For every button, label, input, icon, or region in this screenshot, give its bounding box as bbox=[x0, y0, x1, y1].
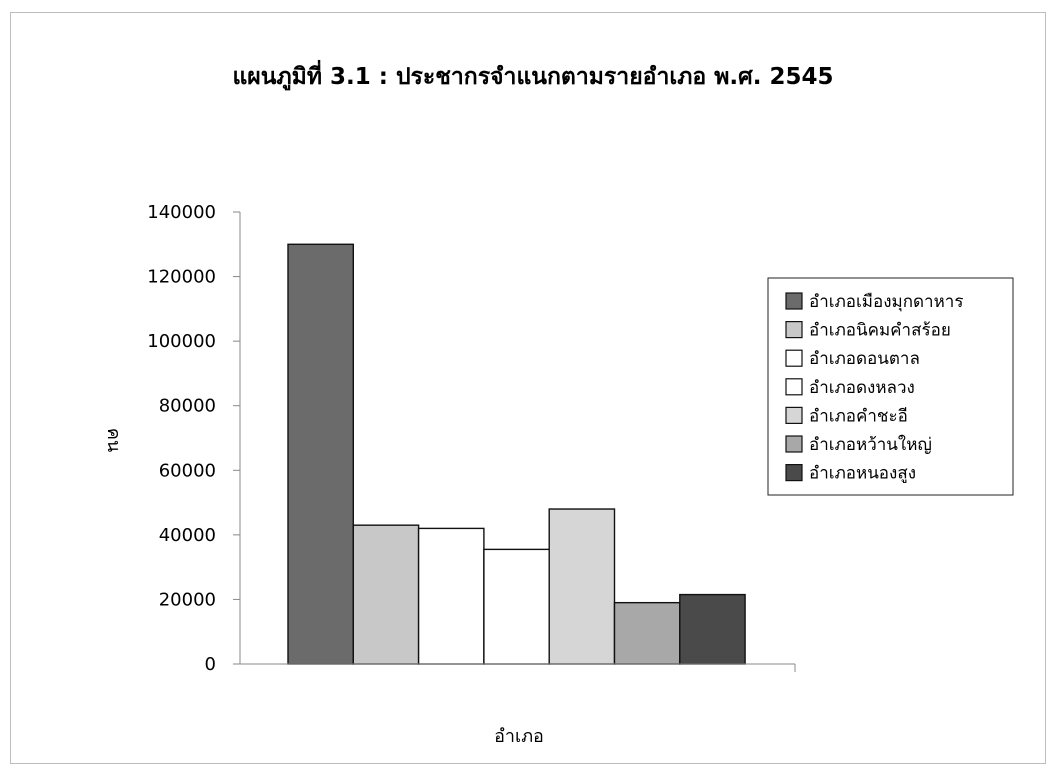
legend-label: อำเภอคำชะอี bbox=[809, 406, 908, 426]
legend-label: อำเภอดอนตาล bbox=[809, 349, 920, 369]
legend-swatch bbox=[785, 406, 803, 424]
legend-swatch bbox=[785, 321, 803, 339]
y-axis-label: คน bbox=[103, 428, 124, 452]
legend-swatch bbox=[785, 378, 803, 396]
y-tick-label: 60000 bbox=[159, 460, 216, 481]
y-tick-label: 40000 bbox=[159, 525, 216, 546]
y-tick-label: 140000 bbox=[147, 202, 216, 223]
y-tick-label: 80000 bbox=[159, 396, 216, 417]
bar bbox=[483, 548, 550, 665]
legend-swatch bbox=[785, 349, 803, 367]
legend-swatch bbox=[785, 292, 803, 310]
legend-label: อำเภอหว้านใหญ่ bbox=[809, 434, 932, 455]
bar bbox=[417, 527, 485, 665]
chart-title: แผนภูมิที่ 3.1 : ประชากรจำแนกตามรายอำเภอ… bbox=[232, 59, 833, 91]
bar bbox=[613, 601, 681, 665]
legend-swatch bbox=[785, 464, 803, 482]
bar bbox=[679, 593, 746, 665]
legend-label: อำเภอเมืองมุกดาหาร bbox=[809, 292, 963, 312]
y-tick-label: 20000 bbox=[159, 589, 216, 610]
bar bbox=[287, 243, 355, 665]
legend-label: อำเภอหนองสูง bbox=[809, 464, 916, 484]
bar bbox=[352, 524, 420, 665]
legend-label: อำเภอนิคมคำสร้อย bbox=[809, 321, 951, 341]
x-axis-label: อำเภอ bbox=[494, 726, 544, 747]
legend-box bbox=[767, 277, 1014, 496]
bar bbox=[548, 508, 616, 665]
y-tick-label: 0 bbox=[205, 654, 216, 675]
chart-frame bbox=[10, 12, 1046, 764]
legend-label: อำเภอดงหลวง bbox=[809, 378, 915, 398]
y-tick-label: 100000 bbox=[147, 331, 216, 352]
legend-swatch bbox=[785, 435, 803, 453]
y-tick-label: 120000 bbox=[147, 267, 216, 288]
